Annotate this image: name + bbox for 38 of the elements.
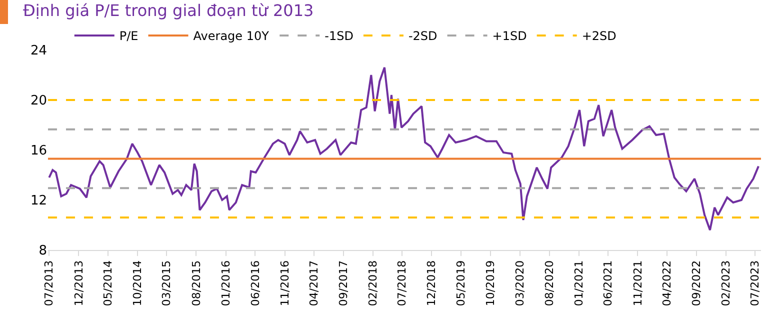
x-tick-label: 05/2014 — [101, 260, 114, 306]
legend-label: Average 10Y — [193, 29, 270, 44]
legend-label: +2SD — [582, 29, 616, 44]
x-tick-label: 02/2023 — [720, 260, 733, 306]
y-tick-label: 12 — [30, 194, 47, 209]
x-tick-label: 06/2021 — [602, 260, 615, 306]
x-tick-label: 07/2018 — [396, 260, 409, 306]
y-tick-label: 16 — [30, 144, 47, 159]
x-tick-label: 04/2022 — [660, 260, 674, 306]
x-tick-label: 02/2018 — [366, 260, 380, 306]
x-tick-label: 11/2021 — [631, 260, 644, 306]
x-tick-label: 03/2015 — [160, 260, 174, 306]
line-series — [48, 66, 760, 231]
x-tick-label: 08/2015 — [190, 260, 203, 306]
x-tick-label: 07/2013 — [42, 260, 56, 306]
x-tick-label: 08/2020 — [542, 260, 556, 306]
x-tick-label: 09/2017 — [337, 260, 350, 306]
legend-label: +1SD — [492, 29, 527, 44]
x-tick-label: 01/2021 — [572, 260, 586, 306]
y-tick-label: 24 — [30, 44, 47, 59]
legend-label: -2SD — [408, 29, 438, 44]
x-tick-label: 10/2014 — [131, 260, 144, 306]
x-tick-label: 07/2023 — [748, 260, 762, 306]
x-tick-label: 05/2019 — [454, 260, 468, 306]
x-tick-label: 04/2017 — [308, 260, 321, 306]
chart-title: Định giá P/E trong gial đoạn từ 2013 — [22, 1, 314, 20]
x-tick-label: 12/2013 — [72, 260, 86, 306]
x-tick-label: 12/2018 — [425, 260, 438, 306]
x-tick-label: 11/2016 — [278, 260, 292, 306]
y-tick-label: 20 — [30, 94, 47, 109]
x-tick-label: 09/2022 — [690, 260, 704, 306]
legend-label: -1SD — [324, 29, 354, 44]
x-tick-label: 01/2016 — [219, 260, 232, 306]
x-tick-label: 06/2016 — [248, 260, 262, 306]
y-tick-label: 8 — [38, 244, 47, 259]
legend-label: P/E — [119, 29, 138, 44]
x-tick-label: 03/2020 — [513, 260, 526, 306]
x-tick-label: 10/2019 — [484, 260, 497, 306]
